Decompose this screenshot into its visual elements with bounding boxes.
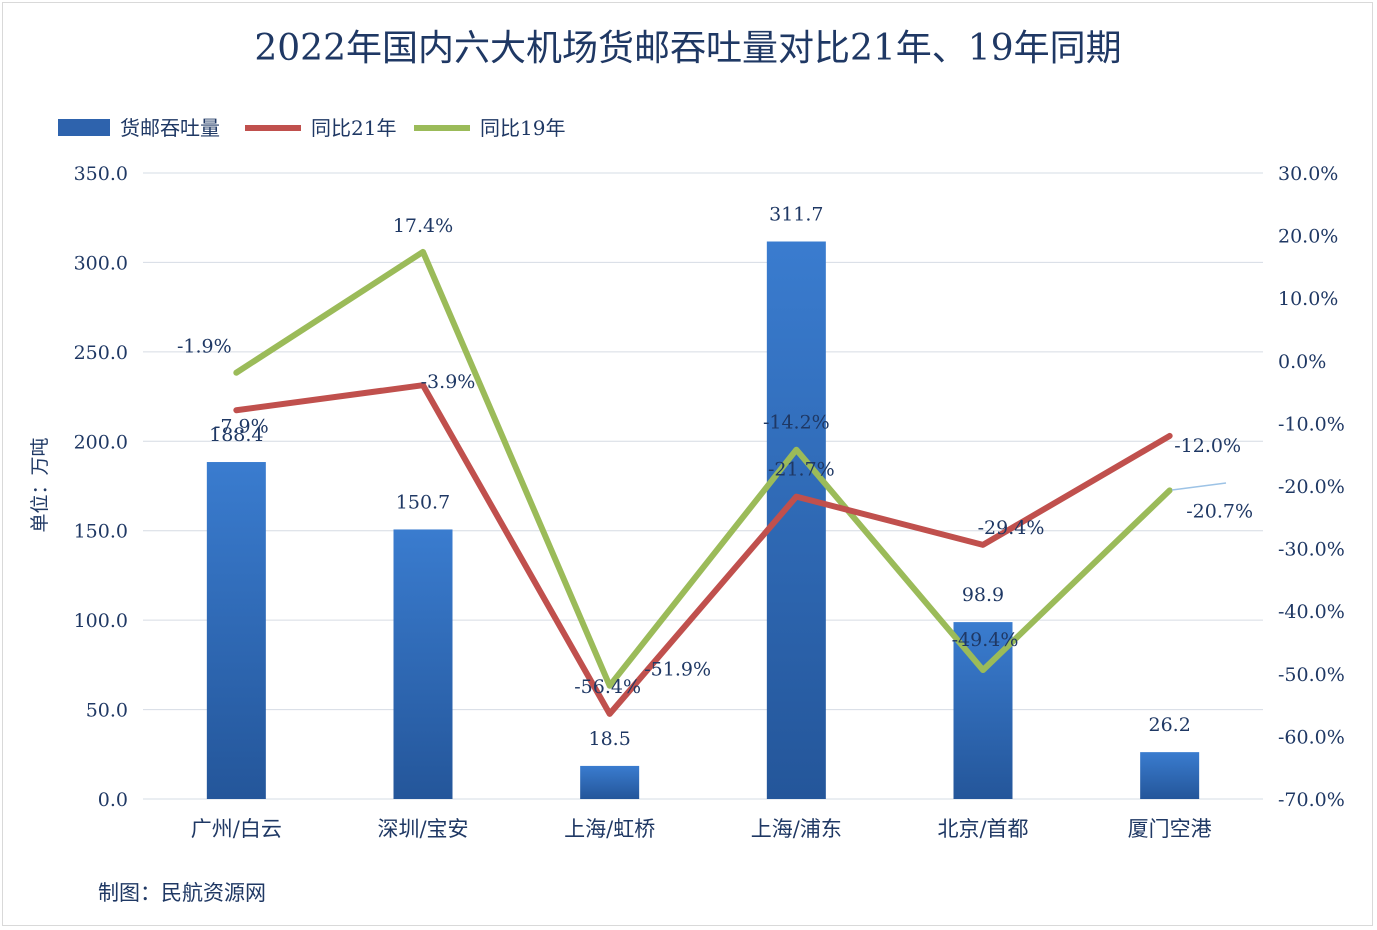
line-data-label: 17.4% [393,215,453,237]
y2-tick-label: -10.0% [1278,413,1345,435]
y-tick-label: 100.0 [74,610,128,632]
category-label: 上海/浦东 [751,817,842,841]
bar [1140,752,1200,799]
legend-swatch [58,119,110,136]
category-label: 上海/虹桥 [564,817,655,841]
line-data-label: -20.7% [1186,500,1253,522]
bar [393,529,453,799]
bar-data-label: 18.5 [589,728,631,750]
line-data-label: -49.4% [952,629,1019,651]
y2-tick-label: -40.0% [1278,601,1345,623]
y-tick-label: 50.0 [86,700,128,722]
y-axis-label: 单位：万吨 [29,437,51,532]
y2-tick-label: 20.0% [1278,226,1338,248]
line-data-label: -51.9% [644,659,711,681]
category-label: 广州/白云 [191,817,282,841]
category-axis: 广州/白云 深圳/宝安 上海/虹桥 上海/浦东 北京/首都 厦门空港 [191,817,1212,841]
y-tick-label: 350.0 [74,163,128,185]
bar-data-label: 150.7 [396,491,450,513]
bar [206,462,266,799]
gridlines [143,172,1263,800]
category-label: 深圳/宝安 [377,817,468,841]
line-data-label: -7.9% [214,415,269,437]
y2-tick-label: -30.0% [1278,539,1345,561]
series-line [233,382,1173,717]
bar-data-label: 26.2 [1149,714,1191,736]
legend-label: 同比19年 [480,116,565,140]
data-labels: 188.4 150.7 18.5 311.7 98.9 26.2 -1.9% 17.4% -51… [177,204,1253,750]
line-data-label: -3.9% [421,371,476,393]
y-tick-label: 150.0 [74,521,128,543]
bar-data-label: 98.9 [962,584,1004,606]
y2-tick-label: -60.0% [1278,726,1345,748]
y2-tick-label: 30.0% [1278,163,1338,185]
y2-tick-label: -20.0% [1278,476,1345,498]
y-tick-label: 250.0 [74,342,128,364]
chart-title: 2022年国内六大机场货邮吞吐量对比21年、19年同期 [254,28,1121,69]
line-data-label: -56.4% [574,676,641,698]
category-label: 厦门空港 [1128,817,1212,841]
y-tick-label: 300.0 [74,252,128,274]
leader-line [1171,482,1227,491]
line-data-label: -29.4% [978,517,1045,539]
legend-label: 货邮吞吐量 [120,116,220,140]
y2-tick-label: 0.0% [1278,351,1326,373]
bar-data-label: 188.4 [209,424,263,446]
source-note: 制图：民航资源网 [98,881,266,905]
bars [206,241,1200,799]
y-tick-label: 0.0 [98,789,128,811]
series-line [233,248,1173,689]
legend-label: 同比21年 [311,116,396,140]
line-data-label: -12.0% [1174,435,1241,457]
bar-data-label: 311.7 [769,204,823,226]
y-tick-label: 200.0 [74,431,128,453]
legend: 货邮吞吐量 同比21年 同比19年 [58,116,565,140]
line-data-label: -21.7% [768,459,835,481]
right-axis-ticks: -70.0% -60.0% -50.0% -40.0% -30.0% -20.0% -10.… [1278,163,1345,811]
y2-tick-label: -50.0% [1278,664,1345,686]
category-label: 北京/首都 [937,817,1028,841]
y2-tick-label: -70.0% [1278,789,1345,811]
lines [233,248,1173,717]
line-data-label: -14.2% [763,412,830,434]
y2-tick-label: 10.0% [1278,288,1338,310]
line-data-label: -1.9% [177,336,232,358]
bar [580,765,640,799]
left-axis-ticks: 0.0 50.0 100.0 150.0 200.0 250.0 300.0 350.0 [74,163,128,811]
